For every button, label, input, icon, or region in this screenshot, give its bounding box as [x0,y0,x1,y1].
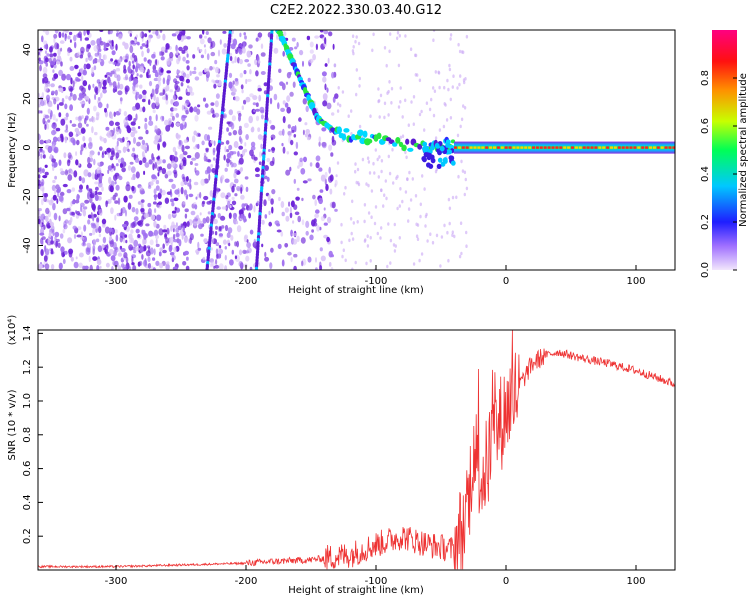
spectrogram-y-ticks: -40 -20 0 20 40 [22,43,43,254]
snr-x-label: Height of straight line (km) [288,585,424,596]
snr-y-label: SNR (10 * v/v) [7,389,18,460]
snr-y-tick-label: 1.2 [22,359,33,375]
snr-x-tick-label: -100 [365,576,388,587]
colorbar-label: Normalized spectral amplitude [738,73,749,227]
colorbar-tick-label: 0.4 [700,166,711,182]
spectrogram-x-ticks: -300 -200 -100 0 100 [105,265,646,287]
spectrogram-y-tick-label: -40 [22,237,33,253]
spectrogram-y-tick-label: 20 [22,92,33,105]
figure-title: C2E2.2022.330.03.40.G12 [270,3,442,18]
snr-y-tick-label: 0.2 [22,528,33,544]
colorbar-bar [712,30,737,270]
snr-y-scale-note: (x10⁴) [7,315,18,346]
spectrogram-frame [37,29,676,271]
snr-x-tick-label: -200 [235,576,258,587]
snr-x-tick-label: 0 [503,576,509,587]
colorbar: 0.0 0.2 0.4 0.6 0.8 Normalized spectral ampl… [700,30,749,278]
spectrogram-x-tick-label: -100 [365,276,388,287]
colorbar-tick-label: 0.6 [700,118,711,134]
spectrogram-x-tick-label: -300 [105,276,128,287]
snr-y-tick-label: 0.4 [22,494,33,510]
spectrogram-x-tick-label: 100 [626,276,645,287]
snr-y-tick-label: 1.4 [22,325,33,341]
snr-plot-area [38,330,675,570]
snr-x-tick-label: -300 [105,576,128,587]
snr-y-tick-label: 0.8 [22,427,33,443]
snr-line [38,330,675,570]
snr-x-tick-label: 100 [626,576,645,587]
snr-panel: -300 -200 -100 0 100 0.2 0.4 0.6 0.8 1.0 1.2 1.4 H… [7,315,676,596]
steep-signal-line-2 [254,30,274,270]
spectrogram-y-tick-label: 40 [22,43,33,56]
spectrogram-x-tick-label: -200 [235,276,258,287]
spectrogram-y-tick-label: -20 [22,188,33,204]
snr-y-ticks: 0.2 0.4 0.6 0.8 1.0 1.2 1.4 [22,325,43,544]
snr-y-tick-label: 1.0 [22,393,33,409]
colorbar-ticks: 0.0 0.2 0.4 0.6 0.8 [700,70,737,278]
colorbar-tick-label: 0.8 [700,70,711,86]
doppler-track [275,30,456,169]
colorbar-tick-label: 0.0 [700,262,711,278]
spectrogram-x-label: Height of straight line (km) [288,285,424,296]
snr-frame [37,329,676,571]
snr-series [38,330,675,570]
colorbar-tick-label: 0.2 [700,214,711,230]
spectrogram-y-label: Frequency (Hz) [7,112,18,188]
snr-x-ticks: -300 -200 -100 0 100 [105,565,646,587]
spectrogram-x-tick-label: 0 [503,276,509,287]
spectrogram-y-tick-label: 0 [22,144,33,150]
steep-signal-line-1 [205,30,232,270]
snr-y-tick-label: 0.6 [22,461,33,477]
spectrogram-noise-speckle [38,30,469,270]
carrier-band [454,141,675,154]
spectrogram-image [38,30,675,270]
